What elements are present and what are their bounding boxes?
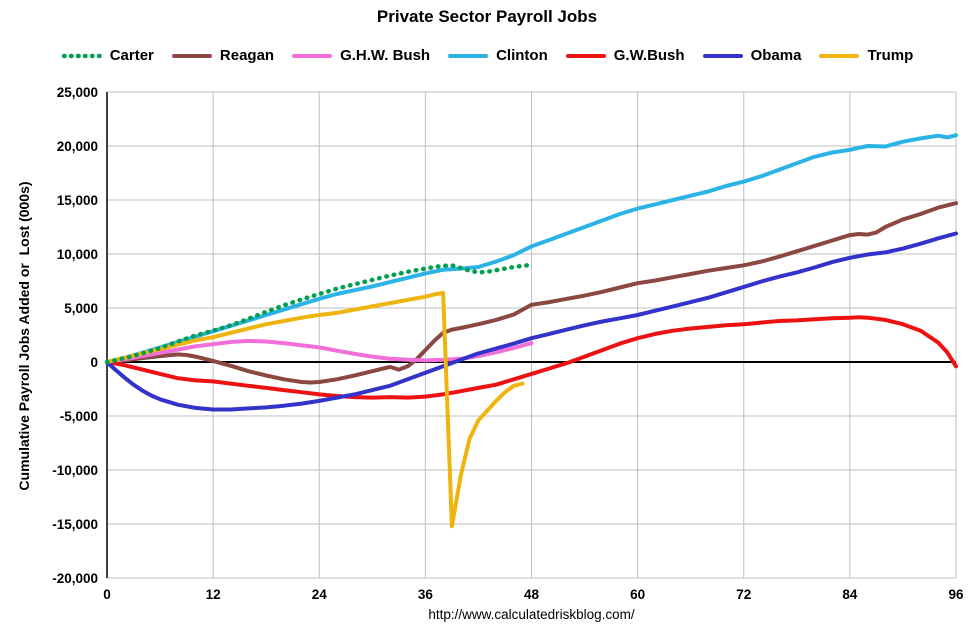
- legend-item-trump: Trump: [818, 47, 913, 64]
- x-tick-label: 84: [842, 587, 858, 602]
- legend-swatch-reagan: [171, 53, 212, 58]
- legend-label-reagan: Reagan: [219, 47, 275, 64]
- legend-swatch-clinton: [448, 53, 489, 58]
- legend-label-ghw-bush: G.H.W. Bush: [340, 47, 431, 64]
- x-tick-label: 48: [524, 587, 540, 602]
- legend-label-obama: Obama: [750, 47, 802, 64]
- y-tick-label: 0: [90, 355, 98, 370]
- legend-swatch-trump: [819, 53, 860, 58]
- x-tick-label: 0: [103, 587, 111, 602]
- x-tick-label: 72: [736, 587, 751, 602]
- legend-swatch-carter: [61, 53, 102, 58]
- y-tick-label: 10,000: [57, 247, 98, 262]
- legend-swatch-ghw-bush: [292, 53, 333, 58]
- legend-item-ghw-bush: G.H.W. Bush: [291, 47, 430, 64]
- y-tick-label: 20,000: [57, 139, 98, 154]
- x-tick-label: 36: [418, 587, 434, 602]
- x-tick-label: 12: [206, 587, 221, 602]
- chart-title: Private Sector Payroll Jobs: [376, 7, 598, 26]
- series-line-gw-bush: [105, 315, 958, 400]
- legend-item-gw-bush: G.W.Bush: [565, 47, 685, 64]
- x-tick-label: 96: [948, 587, 964, 602]
- legend-item-carter: Carter: [61, 47, 154, 64]
- legend-label-carter: Carter: [109, 47, 154, 64]
- legend-item-clinton: Clinton: [447, 47, 548, 64]
- y-tick-label: -5,000: [60, 409, 98, 424]
- series-line-obama: [105, 231, 958, 412]
- y-tick-label: 25,000: [57, 85, 98, 100]
- legend-swatch-obama: [702, 53, 743, 58]
- y-tick-label: 5,000: [64, 301, 98, 316]
- y-tick-label: -20,000: [52, 571, 98, 586]
- legend-label-trump: Trump: [867, 47, 914, 64]
- footer-url: http://www.calculatedriskblog.com/: [428, 607, 635, 622]
- legend-item-obama: Obama: [702, 47, 802, 64]
- series-line-carter: [104, 262, 534, 365]
- chart-legend: Carter Reagan G.H.W. Bush Clinton G.W.Bush Ob…: [0, 47, 974, 64]
- y-tick-label: -15,000: [52, 517, 98, 532]
- x-tick-label: 60: [630, 587, 645, 602]
- y-tick-label: -10,000: [52, 463, 98, 478]
- series-line-reagan: [105, 201, 958, 385]
- legend-item-reagan: Reagan: [171, 47, 274, 64]
- legend-label-clinton: Clinton: [496, 47, 548, 64]
- legend-label-gw-bush: G.W.Bush: [613, 47, 685, 64]
- legend-swatch-gw-bush: [565, 53, 606, 58]
- y-tick-label: 15,000: [57, 193, 98, 208]
- x-tick-label: 24: [312, 587, 328, 602]
- series-line-trump: [105, 290, 525, 529]
